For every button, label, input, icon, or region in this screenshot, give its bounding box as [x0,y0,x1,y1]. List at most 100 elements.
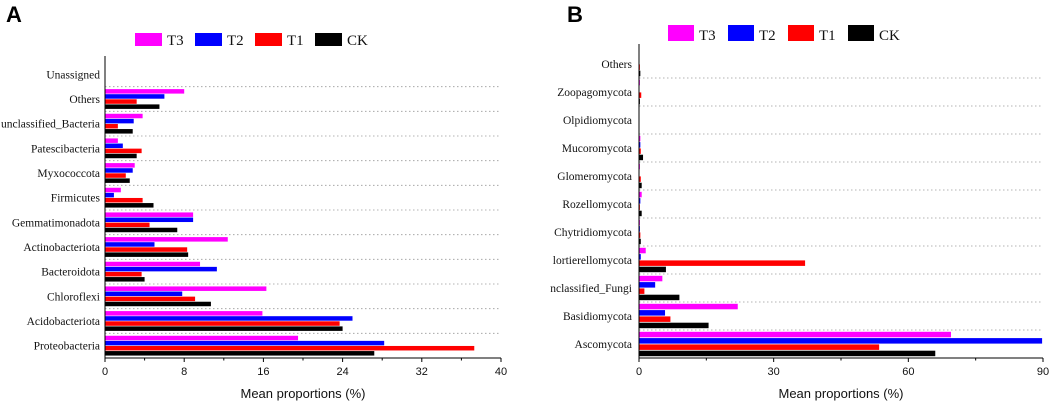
panel-b-x-tick-label-0: 0 [636,366,642,378]
panel-b-category-label-others: Others [601,59,632,71]
panel-a-bar-acidobacteriota-t2 [105,316,353,321]
panel-a-category-label-acidobacteriota: Acidobacteriota [27,316,100,328]
panel-a-bar-chloroflexi-ck [105,301,211,307]
panel-a-bar-unclassified-bacteria-t1 [105,123,118,129]
panel-b-legend-swatch-ck [848,25,874,41]
panel-b-bar-lortierellomycota-t2 [639,254,641,260]
panel-a-bar-acidobacteriota-ck [105,326,343,331]
panel-b-legend-label-t3: T3 [699,28,716,44]
panel-a-category-label-others: Others [69,94,100,106]
panel-a-x-tick-label-40: 40 [495,366,507,378]
panel-a-legend-label-t1: T1 [287,33,304,49]
panel-b-bar-basidiomycota-t2 [639,310,666,316]
panel-a-x-tick-label-0: 0 [102,366,108,378]
panel-a-legend-label-t2: T2 [227,33,244,49]
panel-a-bar-myxococcota-ck [105,178,130,183]
panel-a-category-label-patescibacteria: Patescibacteria [31,143,100,155]
panel-b-legend-label-t2: T2 [759,28,776,44]
panel-a-bar-proteobacteria-ck [105,351,375,356]
panel-a-category-label-unclassified-bacteria: unclassified_Bacteria [1,119,100,131]
panel-b-bar-glomeromycota-ck [639,182,642,189]
panel-a-bar-patescibacteria-t3 [105,138,118,143]
panel-b-category-label-lortierellomycota: lortierellomycota [553,255,632,267]
panel-a-legend-swatch-ck [315,33,342,46]
panel-a-category-label-gemmatimonadota: Gemmatimonadota [12,217,100,229]
panel-b-category-label-mucoromycota: Mucoromycota [562,143,632,155]
panel-a-bar-unclassified-bacteria-ck [105,129,133,134]
panel-b-category-label-olpidiomycota: Olpidiomycota [563,115,632,127]
panel-a-category-label-actinobacteriota: Actinobacteriota [23,242,100,254]
panel-a-category-label-unassigned: Unassigned [46,69,100,81]
panel-b-bar-lortierellomycota-t3 [639,247,646,254]
panel-b-bar-mucoromycota-t2 [639,142,641,148]
panel-b-bar-rozellomycota-ck [639,210,642,217]
panel-b-bar-nclassified-fungi-ck [639,294,680,301]
panel-a-x-axis-title: Mean proportions (%) [241,386,366,401]
panel-a-bar-unclassified-bacteria-t2 [105,118,134,124]
panel-b-category-label-glomeromycota: Glomeromycota [557,171,632,183]
panel-a-legend-swatch-t3 [135,33,162,46]
panel-b-bar-nclassified-fungi-t3 [639,275,663,282]
panel-b-category-label-ascomycota: Ascomycota [575,339,632,351]
panel-b-bar-ascomycota-t3 [639,331,951,338]
panel-b-bar-mucoromycota-t3 [639,135,641,142]
panel-a-bar-gemmatimonadota-ck [105,227,178,233]
panel-b-bar-others-ck [639,70,641,77]
panel-a-bar-acidobacteriota-t1 [105,321,340,326]
panel-a-bar-acidobacteriota-t3 [105,311,263,316]
panel-a-legend-label-t3: T3 [167,33,184,49]
panel-b-category-label-nclassified-fungi: nclassified_Fungi [550,283,632,295]
panel-a-x-tick-label-32: 32 [416,366,428,378]
panel-b-bar-chytridiomycota-ck [639,238,641,245]
panel-b-category-label-zoopagomycota: Zoopagomycota [557,87,632,99]
panel-b-legend-swatch-t2 [728,25,754,41]
panel-b-bar-ascomycota-t2 [639,338,1043,344]
panel-b-category-label-chytridiomycota: Chytridiomycota [554,227,632,239]
panel-b-legend-swatch-t1 [788,25,814,41]
panel-b-bar-mucoromycota-t1 [639,148,641,154]
panel-b-bar-mucoromycota-ck [639,154,644,161]
panel-a-bar-proteobacteria-t3 [105,335,299,341]
panel-b-bar-basidiomycota-t1 [639,316,671,322]
panel-a-letter: A [6,2,22,27]
panel-b-bar-nclassified-fungi-t2 [639,282,656,288]
panel-b-bar-rozellomycota-t2 [639,198,641,204]
panel-a-bar-proteobacteria-t1 [105,345,475,351]
panel-b-bar-lortierellomycota-t1 [639,260,806,266]
panel-b-category-label-rozellomycota: Rozellomycota [562,199,632,211]
panel-a-category-label-bacteroidota: Bacteroidota [41,267,100,279]
panel-a-bar-unclassified-bacteria-t3 [105,113,143,119]
panel-b-bar-glomeromycota-t1 [639,176,641,182]
panel-b-legend-label-t1: T1 [819,28,836,44]
panel-a-category-label-proteobacteria: Proteobacteria [34,341,100,353]
panel-a-bar-actinobacteriota-t3 [105,237,228,242]
panel-a-bar-gemmatimonadota-t1 [105,222,150,228]
panel-b-bar-basidiomycota-ck [639,322,709,329]
panel-a-bar-firmicutes-t2 [105,192,114,198]
panel-a-legend-swatch-t1 [255,33,282,46]
panel-a-bar-bacteroidota-t3 [105,261,201,267]
panel-b-bar-ascomycota-t1 [639,344,880,350]
panel-a-bar-myxococcota-t3 [105,163,135,168]
panel-a-bar-actinobacteriota-ck [105,252,189,257]
panel-b-bar-zoopagomycota-t1 [639,92,642,98]
panel-b-bar-nclassified-fungi-t1 [639,288,645,294]
panel-a-bar-actinobacteriota-t2 [105,242,155,247]
panel-b-x-tick-label-60: 60 [902,366,914,378]
panel-a-category-label-myxococcota: Myxococcota [37,168,100,180]
panel-a-bar-bacteroidota-ck [105,277,145,282]
panel-a-bar-myxococcota-t2 [105,168,133,173]
panel-a-bar-others-t3 [105,89,185,94]
panel-b-bar-rozellomycota-t3 [639,191,642,198]
panel-a-bar-gemmatimonadota-t3 [105,212,194,217]
panel-a-legend-label-ck: CK [347,33,368,49]
panel-a-bar-bacteroidota-t2 [105,266,217,272]
panel-a-bar-gemmatimonadota-t2 [105,217,194,223]
panel-a-category-label-firmicutes: Firmicutes [51,193,101,205]
panel-a-bar-others-t2 [105,94,165,99]
panel-a-bar-chloroflexi-t1 [105,296,196,302]
panel-a-legend-swatch-t2 [195,33,222,46]
panel-a-x-tick-label-24: 24 [336,366,348,378]
